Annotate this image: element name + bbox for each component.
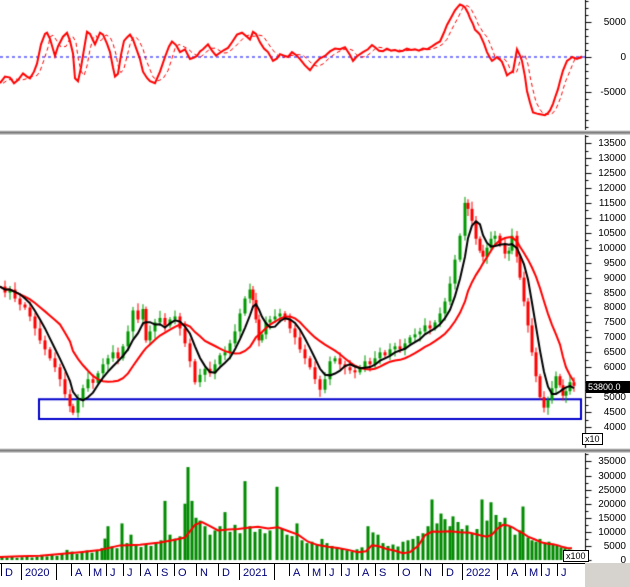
x-axis-tick [274,564,275,580]
y-axis-tick-label: 6000 [603,361,626,373]
x-axis-month-label: D [446,567,454,579]
x-axis-tick [157,564,158,576]
axis-corner [585,563,630,587]
y-axis-tick-label: 35000 [598,455,626,467]
y-axis-tick-label: 11000 [598,212,626,224]
y-axis-tick-label: 5000 [603,16,626,28]
x-axis-tick [420,564,421,576]
x-axis-tick [557,564,558,576]
y-axis-tick-label: 6500 [603,346,626,358]
y-axis-tick-label: 13500 [598,137,626,149]
x-axis-month-label: A [75,567,83,579]
y-axis-tick-label: 12000 [598,182,626,194]
x-axis-month-label: O [178,567,187,579]
y-axis-tick-label: 9000 [603,272,626,284]
x-axis-tick [218,564,219,576]
y-axis-tick-label: 7500 [603,316,626,328]
x-axis-year-label: 2022 [466,567,491,579]
x-axis-tick [341,564,342,576]
x-axis-month-label: M [529,567,539,579]
x-axis-tick [507,564,508,576]
x-axis-tick [123,564,124,576]
x-axis-month-label: D [5,567,13,579]
x-axis-tick [1,564,2,576]
y-axis-tick-label: 30000 [598,470,626,482]
x-axis-month-label: J [329,567,335,579]
y-axis-tick-label: 11500 [598,197,626,209]
y-axis-tick-label: 0 [620,51,626,63]
x-axis-month-label: A [144,567,152,579]
x-axis-year-label: 2021 [243,567,268,579]
x-axis-year-label: 2020 [25,567,50,579]
x-axis-tick [289,564,290,576]
x-axis-tick [308,564,309,576]
x-axis-month-label: O [402,567,411,579]
y-axis-tick-label: 25000 [598,484,626,496]
x-axis-tick [71,564,72,576]
x-axis-month-label: J [561,567,567,579]
x-axis-tick [462,564,463,580]
y-axis-tick-label: 4000 [603,421,626,433]
x-axis-tick [497,564,498,580]
x-axis-tick [196,564,197,576]
x-axis-tick [398,564,399,576]
x-axis-month-label: J [345,567,351,579]
y-axis-tick-label: 10000 [598,242,626,254]
x-axis-month-label: S [379,567,387,579]
volume-unit-label: x100 [563,550,589,562]
y-axis-tick-label: 10000 [598,526,626,538]
x-axis-band [0,563,585,587]
y-axis-tick-label: 10500 [598,227,626,239]
x-axis-tick [56,564,57,580]
panel-splitter-top[interactable] [0,130,630,135]
x-axis-tick [174,564,175,576]
x-axis-month-label: A [511,567,519,579]
x-axis-tick [358,564,359,576]
price-unit-label: x10 [582,433,603,445]
y-axis-tick-label: -5000 [600,86,626,98]
x-axis-tick [541,564,542,576]
x-axis-month-label: A [362,567,370,579]
x-axis-tick [375,564,376,576]
x-axis-month-label: M [93,567,103,579]
x-axis-month-label: J [127,567,133,579]
y-axis-tick-label: 4500 [603,406,626,418]
x-axis-month-label: D [222,567,230,579]
y-axis-tick-label: 20000 [598,498,626,510]
y-axis-tick-label: 0 [620,554,626,566]
x-axis-tick [525,564,526,576]
x-axis-month-label: M [312,567,322,579]
y-axis-tick-label: 7000 [603,331,626,343]
x-axis-month-label: J [110,567,116,579]
x-axis-month-label: N [424,567,432,579]
x-axis-month-label: J [545,567,551,579]
x-axis-tick [106,564,107,576]
y-axis-tick-label: 13000 [598,152,626,164]
y-axis-tick-label: 8500 [603,287,626,299]
y-axis-tick-label: 9500 [603,257,626,269]
y-axis-tick-label: 8000 [603,301,626,313]
x-axis-tick [140,564,141,576]
x-axis-tick [442,564,443,576]
y-axis-tick-label: 5000 [603,391,626,403]
x-axis-tick [325,564,326,576]
y-axis-tick-label: 12500 [598,167,626,179]
panel-splitter-bottom[interactable] [0,448,630,453]
y-axis-tick-label: 5000 [603,540,626,552]
y-axis-tick-label: 15000 [598,512,626,524]
x-axis-tick [239,564,240,580]
x-axis-month-label: N [200,567,208,579]
last-price-tag: 53800.0 [586,381,630,393]
x-axis-month-label: S [161,567,169,579]
x-axis-tick [21,564,22,580]
x-axis-month-label: A [293,567,301,579]
x-axis-tick [89,564,90,576]
